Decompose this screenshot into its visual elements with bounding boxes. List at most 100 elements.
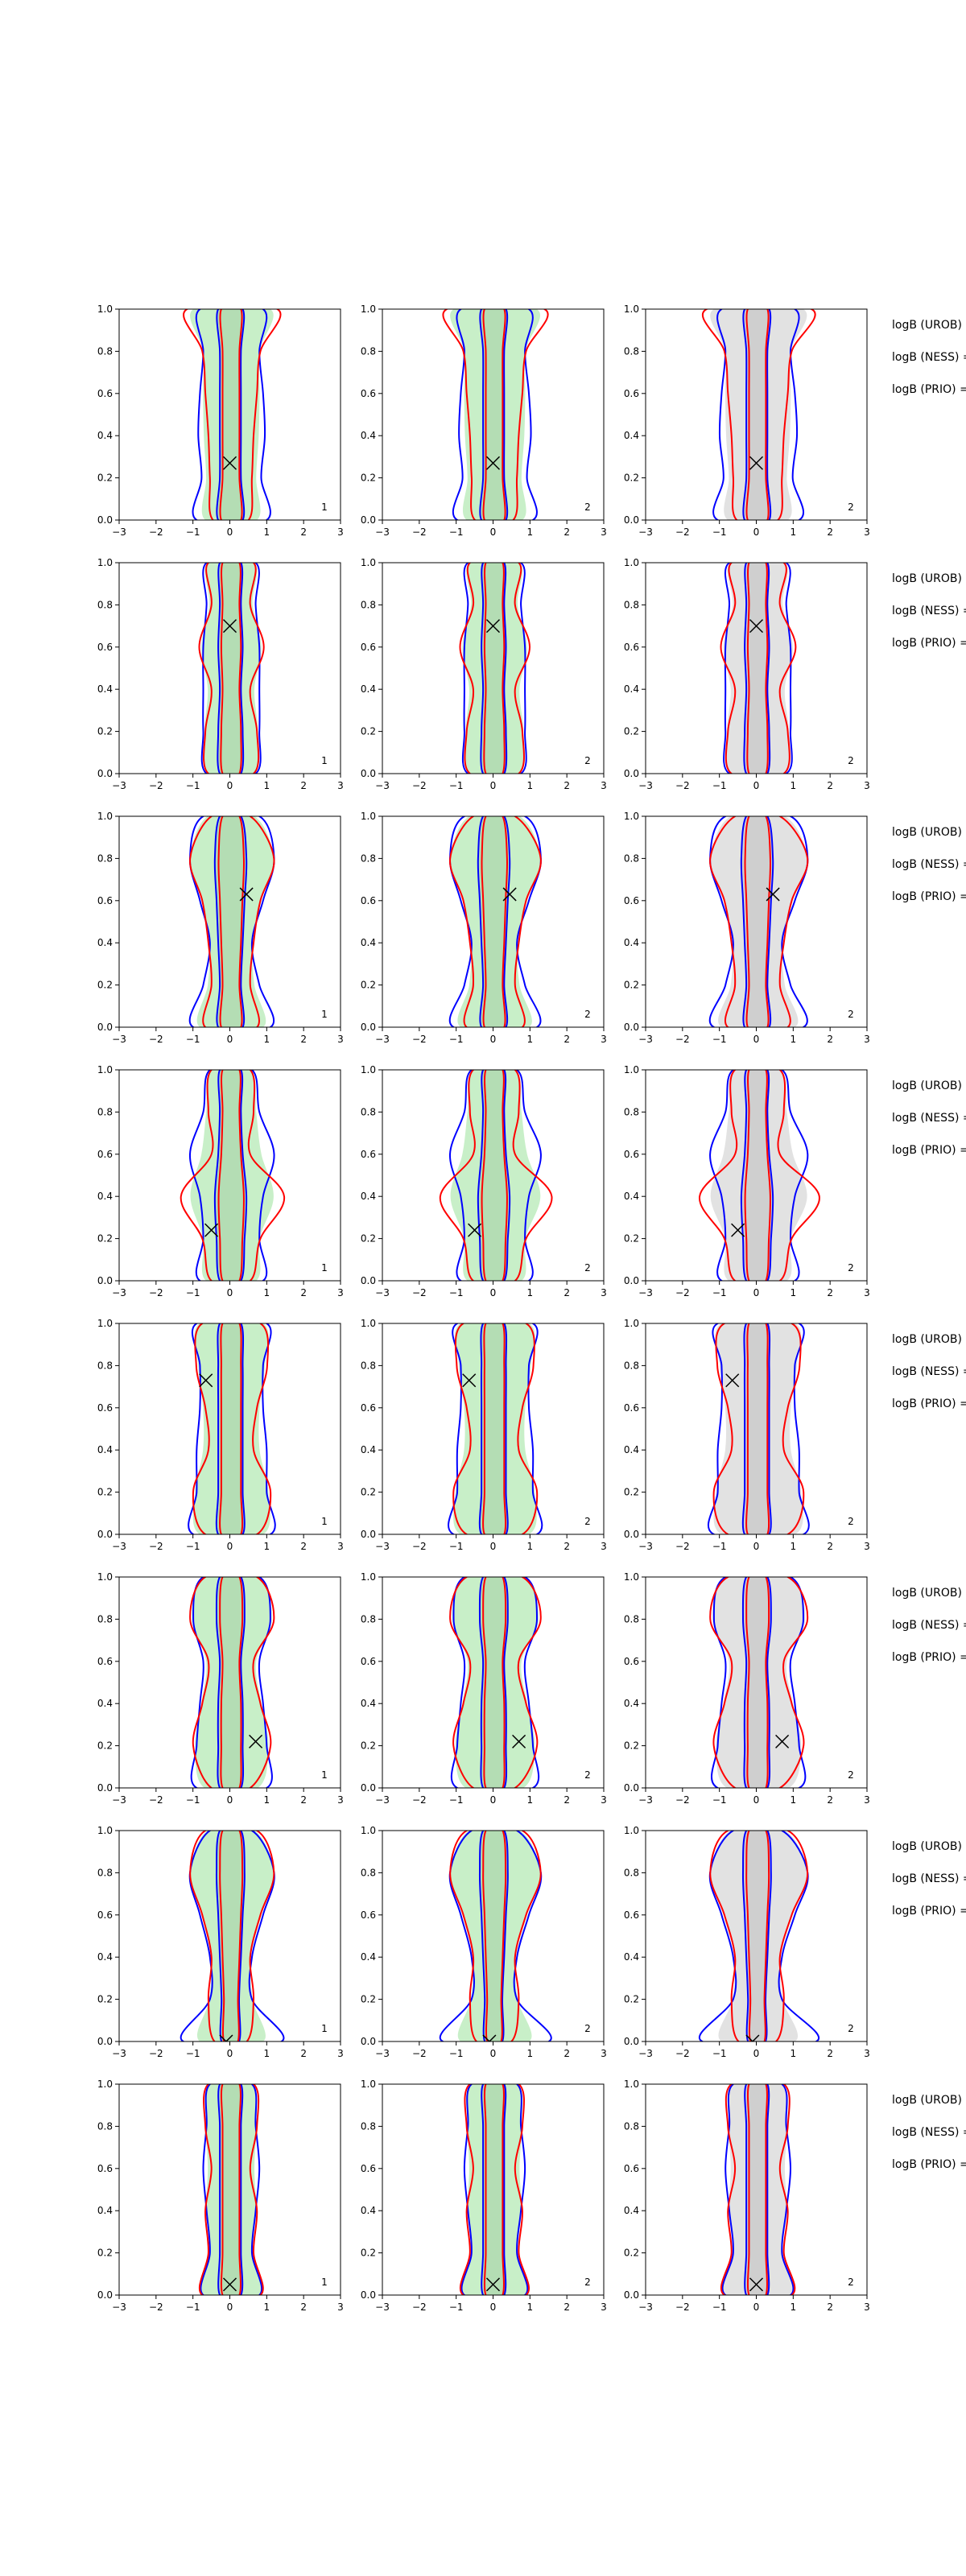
y-tick-label: 1.0: [97, 1064, 113, 1075]
y-tick-label: 0.0: [624, 1529, 639, 1540]
x-tick-label: 2: [564, 1541, 570, 1552]
contour-blue-outer: [440, 1831, 552, 2041]
y-tick-label: 1.0: [624, 303, 639, 315]
y-tick-label: 0.8: [97, 1360, 113, 1371]
x-tick-label: 0: [753, 2301, 760, 2313]
contour-blue-outer: [708, 1323, 810, 1534]
contour-blue-inner: [742, 309, 772, 520]
x-tick-label: −3: [375, 780, 390, 791]
y-tick-label: 0.4: [624, 1951, 639, 1963]
density-core-fill: [744, 563, 770, 774]
x-tick-label: −2: [675, 526, 690, 538]
contour-blue-inner: [740, 1070, 774, 1281]
y-tick-label: 0.8: [624, 599, 639, 610]
y-tick-label: 0.6: [97, 1402, 113, 1414]
contour-red-inner: [481, 1070, 508, 1281]
x-tick-label: −1: [449, 2301, 464, 2313]
y-tick-label: 0.0: [624, 1022, 639, 1033]
density-fill: [192, 1323, 270, 1534]
x-tick-label: −1: [712, 780, 727, 791]
y-tick-label: 0.2: [624, 473, 639, 484]
x-tick-label: 2: [300, 1034, 307, 1045]
x-tick-label: 2: [827, 2301, 833, 2313]
contour-red-outer: [192, 1323, 272, 1534]
x-tick-label: −2: [675, 2048, 690, 2059]
contour-red-inner: [482, 1323, 507, 1534]
panel-index-label: 1: [321, 755, 328, 766]
contour-blue-inner: [741, 1323, 772, 1534]
x-tick-label: 3: [864, 1287, 870, 1298]
x-tick-label: 0: [753, 2048, 760, 2059]
x-tick-label: 2: [827, 1287, 833, 1298]
contour-blue-inner: [481, 2084, 507, 2295]
x-tick-label: 3: [864, 780, 870, 791]
density-core-fill: [479, 1323, 508, 1534]
x-tick-label: 2: [564, 1034, 570, 1045]
y-tick-label: 0.6: [624, 2163, 639, 2174]
contour-red-outer: [720, 563, 797, 774]
contour-red-inner: [217, 816, 246, 1027]
y-tick-label: 0.2: [361, 1994, 376, 2005]
true-value-marker: [749, 2277, 764, 2292]
y-tick-label: 0.6: [97, 388, 113, 399]
y-tick-label: 0.8: [97, 852, 113, 864]
y-tick-label: 1.0: [97, 1825, 113, 1836]
x-tick-label: 0: [490, 1034, 497, 1045]
contour-blue-outer: [723, 563, 793, 774]
y-tick-label: 1.0: [624, 557, 639, 568]
x-tick-label: −3: [112, 1794, 126, 1806]
y-tick-label: 0.4: [361, 2205, 376, 2216]
contour-red-inner: [745, 309, 770, 520]
x-tick-label: −1: [712, 1794, 727, 1806]
x-tick-label: 3: [601, 1794, 607, 1806]
contour-red-outer: [439, 1070, 553, 1281]
y-tick-label: 0.0: [97, 1275, 113, 1286]
x-tick-label: 3: [337, 1541, 344, 1552]
y-tick-label: 0.2: [624, 1740, 639, 1752]
x-tick-label: −1: [712, 1034, 727, 1045]
x-tick-label: 1: [527, 1034, 534, 1045]
density-core-fill: [745, 2084, 770, 2295]
contour-red-inner: [482, 309, 506, 520]
contour-blue-inner: [213, 816, 248, 1027]
panel-r4-c3: −3 −2 −1 0 1 2 3 0.0 0.2 0.4 0.6 0.8 1.0 2: [624, 1064, 870, 1298]
x-tick-label: 2: [564, 526, 570, 538]
y-tick-label: 0.4: [624, 1191, 639, 1202]
x-tick-label: 3: [337, 1034, 344, 1045]
x-tick-label: 1: [791, 2048, 797, 2059]
y-tick-label: 0.2: [97, 1487, 113, 1498]
panel-r2-c3: −3 −2 −1 0 1 2 3 0.0 0.2 0.4 0.6 0.8 1.0 2: [624, 557, 870, 791]
contour-blue-inner: [479, 309, 509, 520]
y-tick-label: 0.4: [624, 2205, 639, 2216]
x-tick-label: −2: [675, 1541, 690, 1552]
y-tick-label: 0.0: [361, 1782, 376, 1794]
density-core-fill: [743, 309, 771, 520]
x-tick-label: 3: [337, 526, 344, 538]
panel-r4-c2: −3 −2 −1 0 1 2 3 0.0 0.2 0.4 0.6 0.8 1.0 2: [361, 1064, 607, 1298]
y-tick-label: 0.2: [361, 980, 376, 991]
x-tick-label: −2: [675, 780, 690, 791]
true-value-marker: [725, 1373, 740, 1388]
density-fill: [712, 1577, 806, 1788]
x-tick-label: 0: [753, 1287, 760, 1298]
x-tick-label: 2: [564, 2301, 570, 2313]
x-tick-label: 0: [227, 1541, 233, 1552]
x-tick-label: −1: [449, 526, 464, 538]
contour-red-inner: [219, 1323, 244, 1534]
density-fill: [723, 563, 794, 774]
y-tick-label: 0.6: [624, 895, 639, 906]
x-tick-label: 2: [300, 1541, 307, 1552]
contour-red-inner: [217, 1070, 245, 1281]
x-tick-label: −2: [412, 526, 427, 538]
x-tick-label: −1: [712, 1287, 727, 1298]
panel-index-label: 2: [584, 2277, 591, 2288]
y-tick-label: 0.0: [97, 2289, 113, 2301]
true-value-marker: [485, 456, 501, 470]
x-tick-label: −3: [375, 1287, 390, 1298]
y-tick-label: 0.0: [361, 1275, 376, 1286]
logb-annotation: logB (PRIO) =: [892, 637, 966, 650]
x-tick-label: 1: [264, 780, 270, 791]
y-tick-label: 1.0: [97, 2079, 113, 2090]
logb-annotation: logB (PRIO) =: [892, 1905, 966, 1918]
